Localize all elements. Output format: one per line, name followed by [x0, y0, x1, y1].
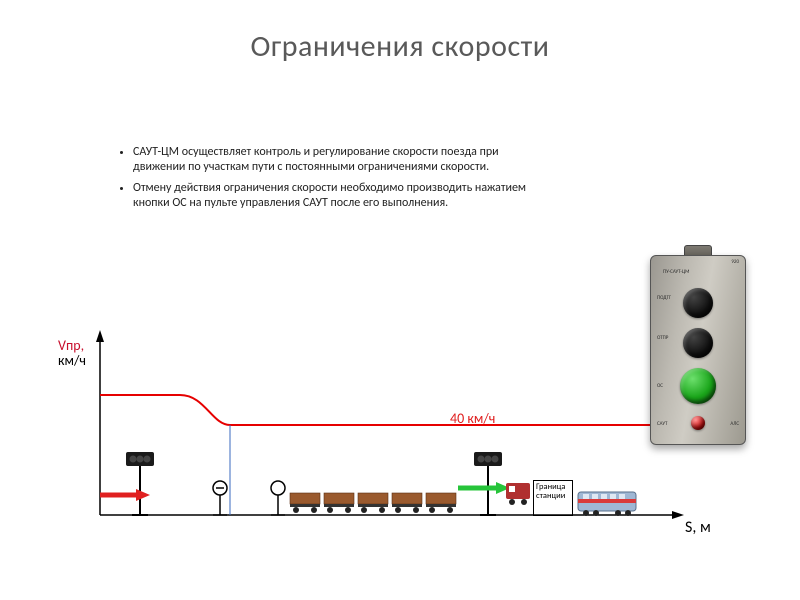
podtg-button[interactable]: [683, 288, 713, 318]
locomotive: [578, 492, 636, 516]
slide-root: Ограничения скорости САУТ-ЦМ осуществляе…: [0, 0, 800, 600]
device-serial: 920: [731, 260, 739, 265]
shunt-loco: [506, 483, 530, 505]
saut-switch[interactable]: [691, 416, 705, 430]
os-button[interactable]: [680, 368, 716, 404]
signal-right: [458, 452, 510, 515]
signal-left: [100, 452, 154, 515]
device-label-os: ОС: [657, 384, 663, 389]
train-wagons: [290, 493, 456, 513]
balise-circle: [271, 481, 285, 515]
device-label-podtg: ПОДТГ: [657, 296, 671, 301]
device-label-otpr: ОТПР: [657, 336, 668, 341]
device-body: 920 ПУ-САУТ-ЦМ ПОДТГ ОТПР ОС САУТ АЛС: [650, 255, 746, 445]
balise-minus: [213, 481, 227, 515]
device-model: ПУ-САУТ-ЦМ: [663, 270, 689, 275]
speed-curve: [100, 270, 660, 425]
device-label-saut: САУТ: [657, 422, 667, 427]
saut-device: 920 ПУ-САУТ-ЦМ ПОДТГ ОТПР ОС САУТ АЛС: [650, 245, 744, 443]
device-label-alc: АЛС: [730, 422, 739, 427]
otpr-button[interactable]: [683, 328, 713, 358]
